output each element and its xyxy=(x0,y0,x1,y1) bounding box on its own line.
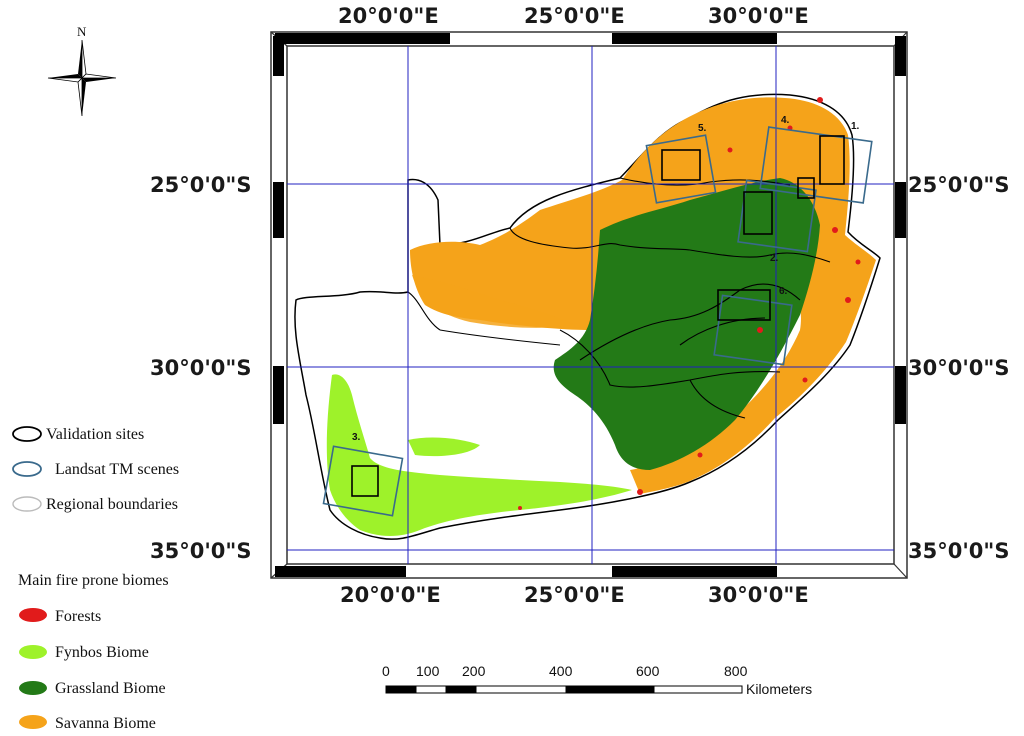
legend-forests-label: Forests xyxy=(55,608,101,625)
lon-label-top-25: 25°0'0"E xyxy=(524,4,625,28)
fynbos-biome-area xyxy=(326,374,632,536)
legend-forests-swatch xyxy=(19,608,47,622)
lon-label-bottom-30: 30°0'0"E xyxy=(708,583,809,607)
coordinate-labels: 20°0'0"E 25°0'0"E 30°0'0"E 20°0'0"E 25°0… xyxy=(150,4,1009,607)
legend-validation-swatch xyxy=(12,426,42,442)
lat-label-right-35: 35°0'0"S xyxy=(908,539,1009,563)
scale-tick-100: 100 xyxy=(416,663,440,679)
graticule xyxy=(287,46,894,564)
lat-label-right-25: 25°0'0"S xyxy=(908,173,1009,197)
legend-grassland-swatch xyxy=(19,681,47,695)
site-label-3: 3. xyxy=(352,432,361,443)
north-arrow-icon: N xyxy=(47,24,117,117)
forest-patches xyxy=(518,97,861,510)
regional-boundaries xyxy=(407,177,831,419)
legend-biome-title: Main fire prone biomes xyxy=(18,572,169,589)
lat-label-right-30: 30°0'0"S xyxy=(908,356,1009,380)
north-label: N xyxy=(77,24,87,39)
scale-bar: 0 100 200 400 600 800 Kilometers xyxy=(382,663,812,697)
legend-savanna-swatch xyxy=(19,715,47,729)
lat-label-left-35: 35°0'0"S xyxy=(150,539,251,563)
grassland-biome-area xyxy=(553,178,820,470)
lon-label-bottom-25: 25°0'0"E xyxy=(524,583,625,607)
legend-validation-label: Validation sites xyxy=(46,426,144,443)
legend-boundaries-label: Regional boundaries xyxy=(46,496,178,513)
fynbos-biome-patch xyxy=(408,437,480,457)
savanna-scatter-west xyxy=(412,275,575,328)
site-label-6: 6. xyxy=(779,286,788,297)
legend-landsat-label: Landsat TM scenes xyxy=(55,461,179,478)
lon-label-bottom-20: 20°0'0"E xyxy=(340,583,441,607)
scale-tick-800: 800 xyxy=(724,663,748,679)
legend-fynbos-label: Fynbos Biome xyxy=(55,644,149,661)
scale-tick-0: 0 xyxy=(382,663,390,679)
scale-tick-600: 600 xyxy=(636,663,660,679)
site-label-5: 5. xyxy=(698,123,707,134)
legend-landsat-swatch xyxy=(12,461,42,477)
lon-label-top-30: 30°0'0"E xyxy=(708,4,809,28)
landsat-scenes xyxy=(322,126,873,517)
site-label-2: 2. xyxy=(770,253,779,264)
legend-grassland-label: Grassland Biome xyxy=(55,680,166,697)
site-label-4: 4. xyxy=(781,115,790,126)
scale-tick-200: 200 xyxy=(462,663,486,679)
legend: Validation sites Landsat TM scenes Regio… xyxy=(12,426,179,732)
scale-unit-label: Kilometers xyxy=(746,681,812,697)
scale-tick-400: 400 xyxy=(549,663,573,679)
legend-boundaries-swatch xyxy=(12,496,42,512)
site-label-1: 1. xyxy=(851,121,860,132)
legend-fynbos-swatch xyxy=(19,645,47,659)
lat-label-left-25: 25°0'0"S xyxy=(150,173,251,197)
validation-sites xyxy=(351,135,845,497)
lon-label-top-20: 20°0'0"E xyxy=(338,4,439,28)
legend-savanna-label: Savanna Biome xyxy=(55,715,156,732)
lat-label-left-30: 30°0'0"S xyxy=(150,356,251,380)
